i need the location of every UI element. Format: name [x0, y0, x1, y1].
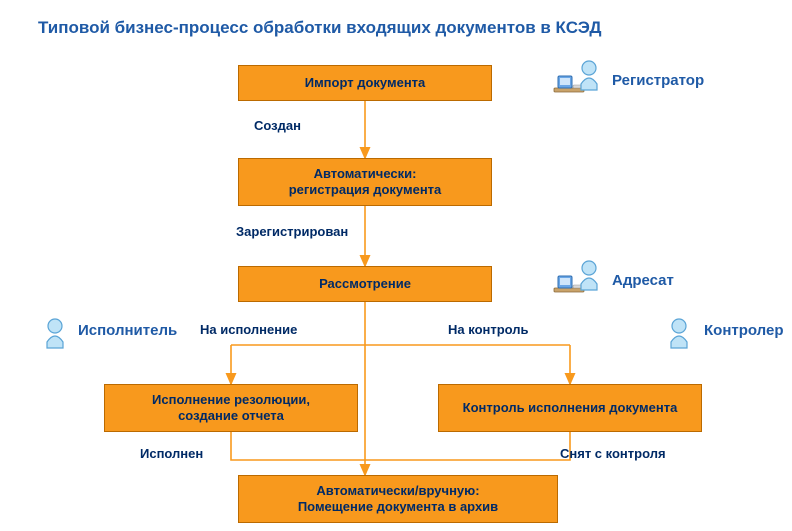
- box-control: Контроль исполнения документа: [438, 384, 702, 432]
- user-icon-controller: [656, 316, 706, 358]
- box-register-label: Автоматически:регистрация документа: [289, 166, 442, 199]
- diagram-title: Типовой бизнес-процесс обработки входящи…: [38, 18, 602, 38]
- box-review-label: Рассмотрение: [319, 276, 411, 292]
- edge-label-executed: Исполнен: [140, 446, 203, 461]
- box-execute: Исполнение резолюции,создание отчета: [104, 384, 358, 432]
- edge-label-off-control: Снят с контроля: [560, 446, 666, 461]
- arrow-execute-down: [231, 432, 396, 460]
- user-desk-icon-registrar: [552, 58, 602, 100]
- edge-label-registered: Зарегистрирован: [236, 224, 348, 239]
- edge-label-to-control: На контроль: [448, 322, 529, 337]
- box-import-label: Импорт документа: [305, 75, 426, 91]
- edge-label-created: Создан: [254, 118, 301, 133]
- box-register: Автоматически:регистрация документа: [238, 158, 492, 206]
- box-archive-label: Автоматически/вручную:Помещение документ…: [298, 483, 498, 516]
- edge-label-to-execute: На исполнение: [200, 322, 297, 337]
- role-label-executor: Исполнитель: [78, 322, 177, 339]
- box-execute-label: Исполнение резолюции,создание отчета: [152, 392, 310, 425]
- role-label-addressee: Адресат: [612, 272, 674, 289]
- arrow-control-down: [396, 432, 570, 460]
- box-review: Рассмотрение: [238, 266, 492, 302]
- box-import: Импорт документа: [238, 65, 492, 101]
- box-control-label: Контроль исполнения документа: [463, 400, 678, 416]
- user-desk-icon-addressee: [552, 258, 602, 300]
- box-archive: Автоматически/вручную:Помещение документ…: [238, 475, 558, 523]
- role-label-controller: Контролер: [704, 322, 784, 339]
- role-label-registrar: Регистратор: [612, 72, 704, 89]
- user-icon-executor: [32, 316, 82, 358]
